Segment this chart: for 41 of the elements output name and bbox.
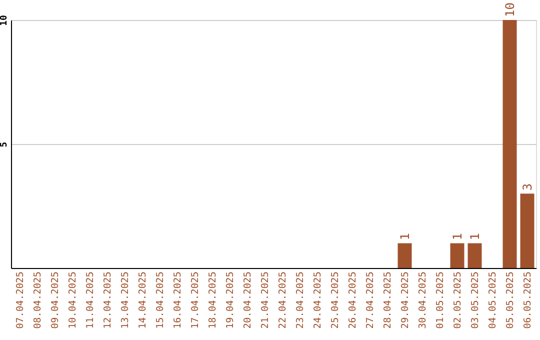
data-label: 1 [468,232,482,240]
x-tick-label: 29.04.2025 [400,272,411,329]
x-tick-label: 30.04.2025 [417,272,428,329]
x-tick-label: 01.05.2025 [434,272,446,329]
x-tick-label: 19.04.2025 [224,272,236,329]
bar [468,243,482,268]
y-tick-label: 5 [0,142,10,148]
bar [398,243,412,268]
x-tick-label: 16.04.2025 [172,272,184,329]
x-tick-label: 21.04.2025 [260,272,271,329]
x-tick-label: 08.04.2025 [32,272,44,329]
x-tick-label: 09.04.2025 [50,272,61,329]
x-tick-label: 18.04.2025 [207,272,218,329]
x-tick-label: 02.05.2025 [452,272,464,329]
x-tick-label: 26.04.2025 [347,272,358,329]
x-tick-label: 04.05.2025 [487,272,498,329]
x-tick-label: 07.04.2025 [14,272,26,329]
x-tick-label: 15.04.2025 [154,272,166,329]
x-tick-label: 23.04.2025 [294,272,306,329]
bar [450,243,464,268]
x-tick-label: 14.04.2025 [137,272,148,329]
x-tick-label: 05.05.2025 [504,272,516,329]
data-label: 1 [398,232,412,240]
x-tick-label: 12.04.2025 [102,272,114,329]
x-tick-label: 13.04.2025 [120,272,131,329]
x-tick-label: 10.04.2025 [67,272,78,329]
data-label: 3 [520,183,534,191]
x-tick-label: 06.05.2025 [522,272,534,329]
data-label: 10 [502,2,517,17]
x-tick-label: 20.04.2025 [242,272,254,329]
x-tick-label: 03.05.2025 [470,272,481,329]
x-tick-label: 25.04.2025 [330,272,341,329]
x-tick-label: 17.04.2025 [190,272,201,329]
x-tick-label: 27.04.2025 [364,272,376,329]
x-tick-label: 28.04.2025 [382,272,394,329]
bar [520,194,534,268]
x-tick-label: 24.04.2025 [312,272,324,329]
x-tick-label: 11.04.2025 [84,272,96,329]
data-label: 1 [450,232,464,240]
x-tick-label: 22.04.2025 [277,272,288,329]
bar [502,20,517,268]
